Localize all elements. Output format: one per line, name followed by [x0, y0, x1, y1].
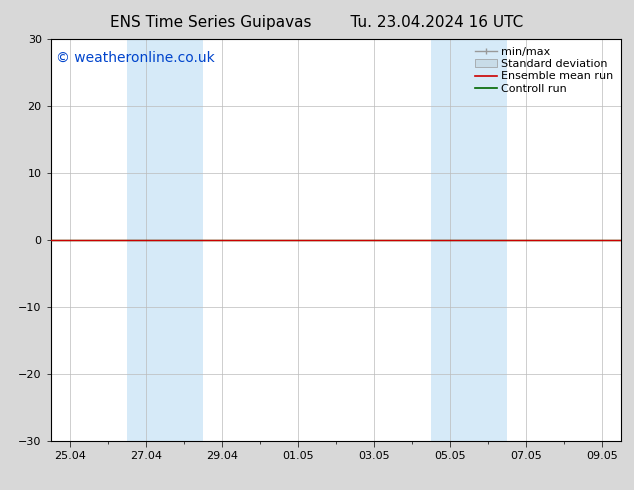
Bar: [127, 39, 203, 441]
Bar: [431, 39, 507, 441]
Text: © weatheronline.co.uk: © weatheronline.co.uk: [56, 51, 215, 65]
Legend: min/max, Standard deviation, Ensemble mean run, Controll run: min/max, Standard deviation, Ensemble me…: [470, 43, 618, 98]
Text: ENS Time Series Guipavas        Tu. 23.04.2024 16 UTC: ENS Time Series Guipavas Tu. 23.04.2024 …: [110, 15, 524, 30]
